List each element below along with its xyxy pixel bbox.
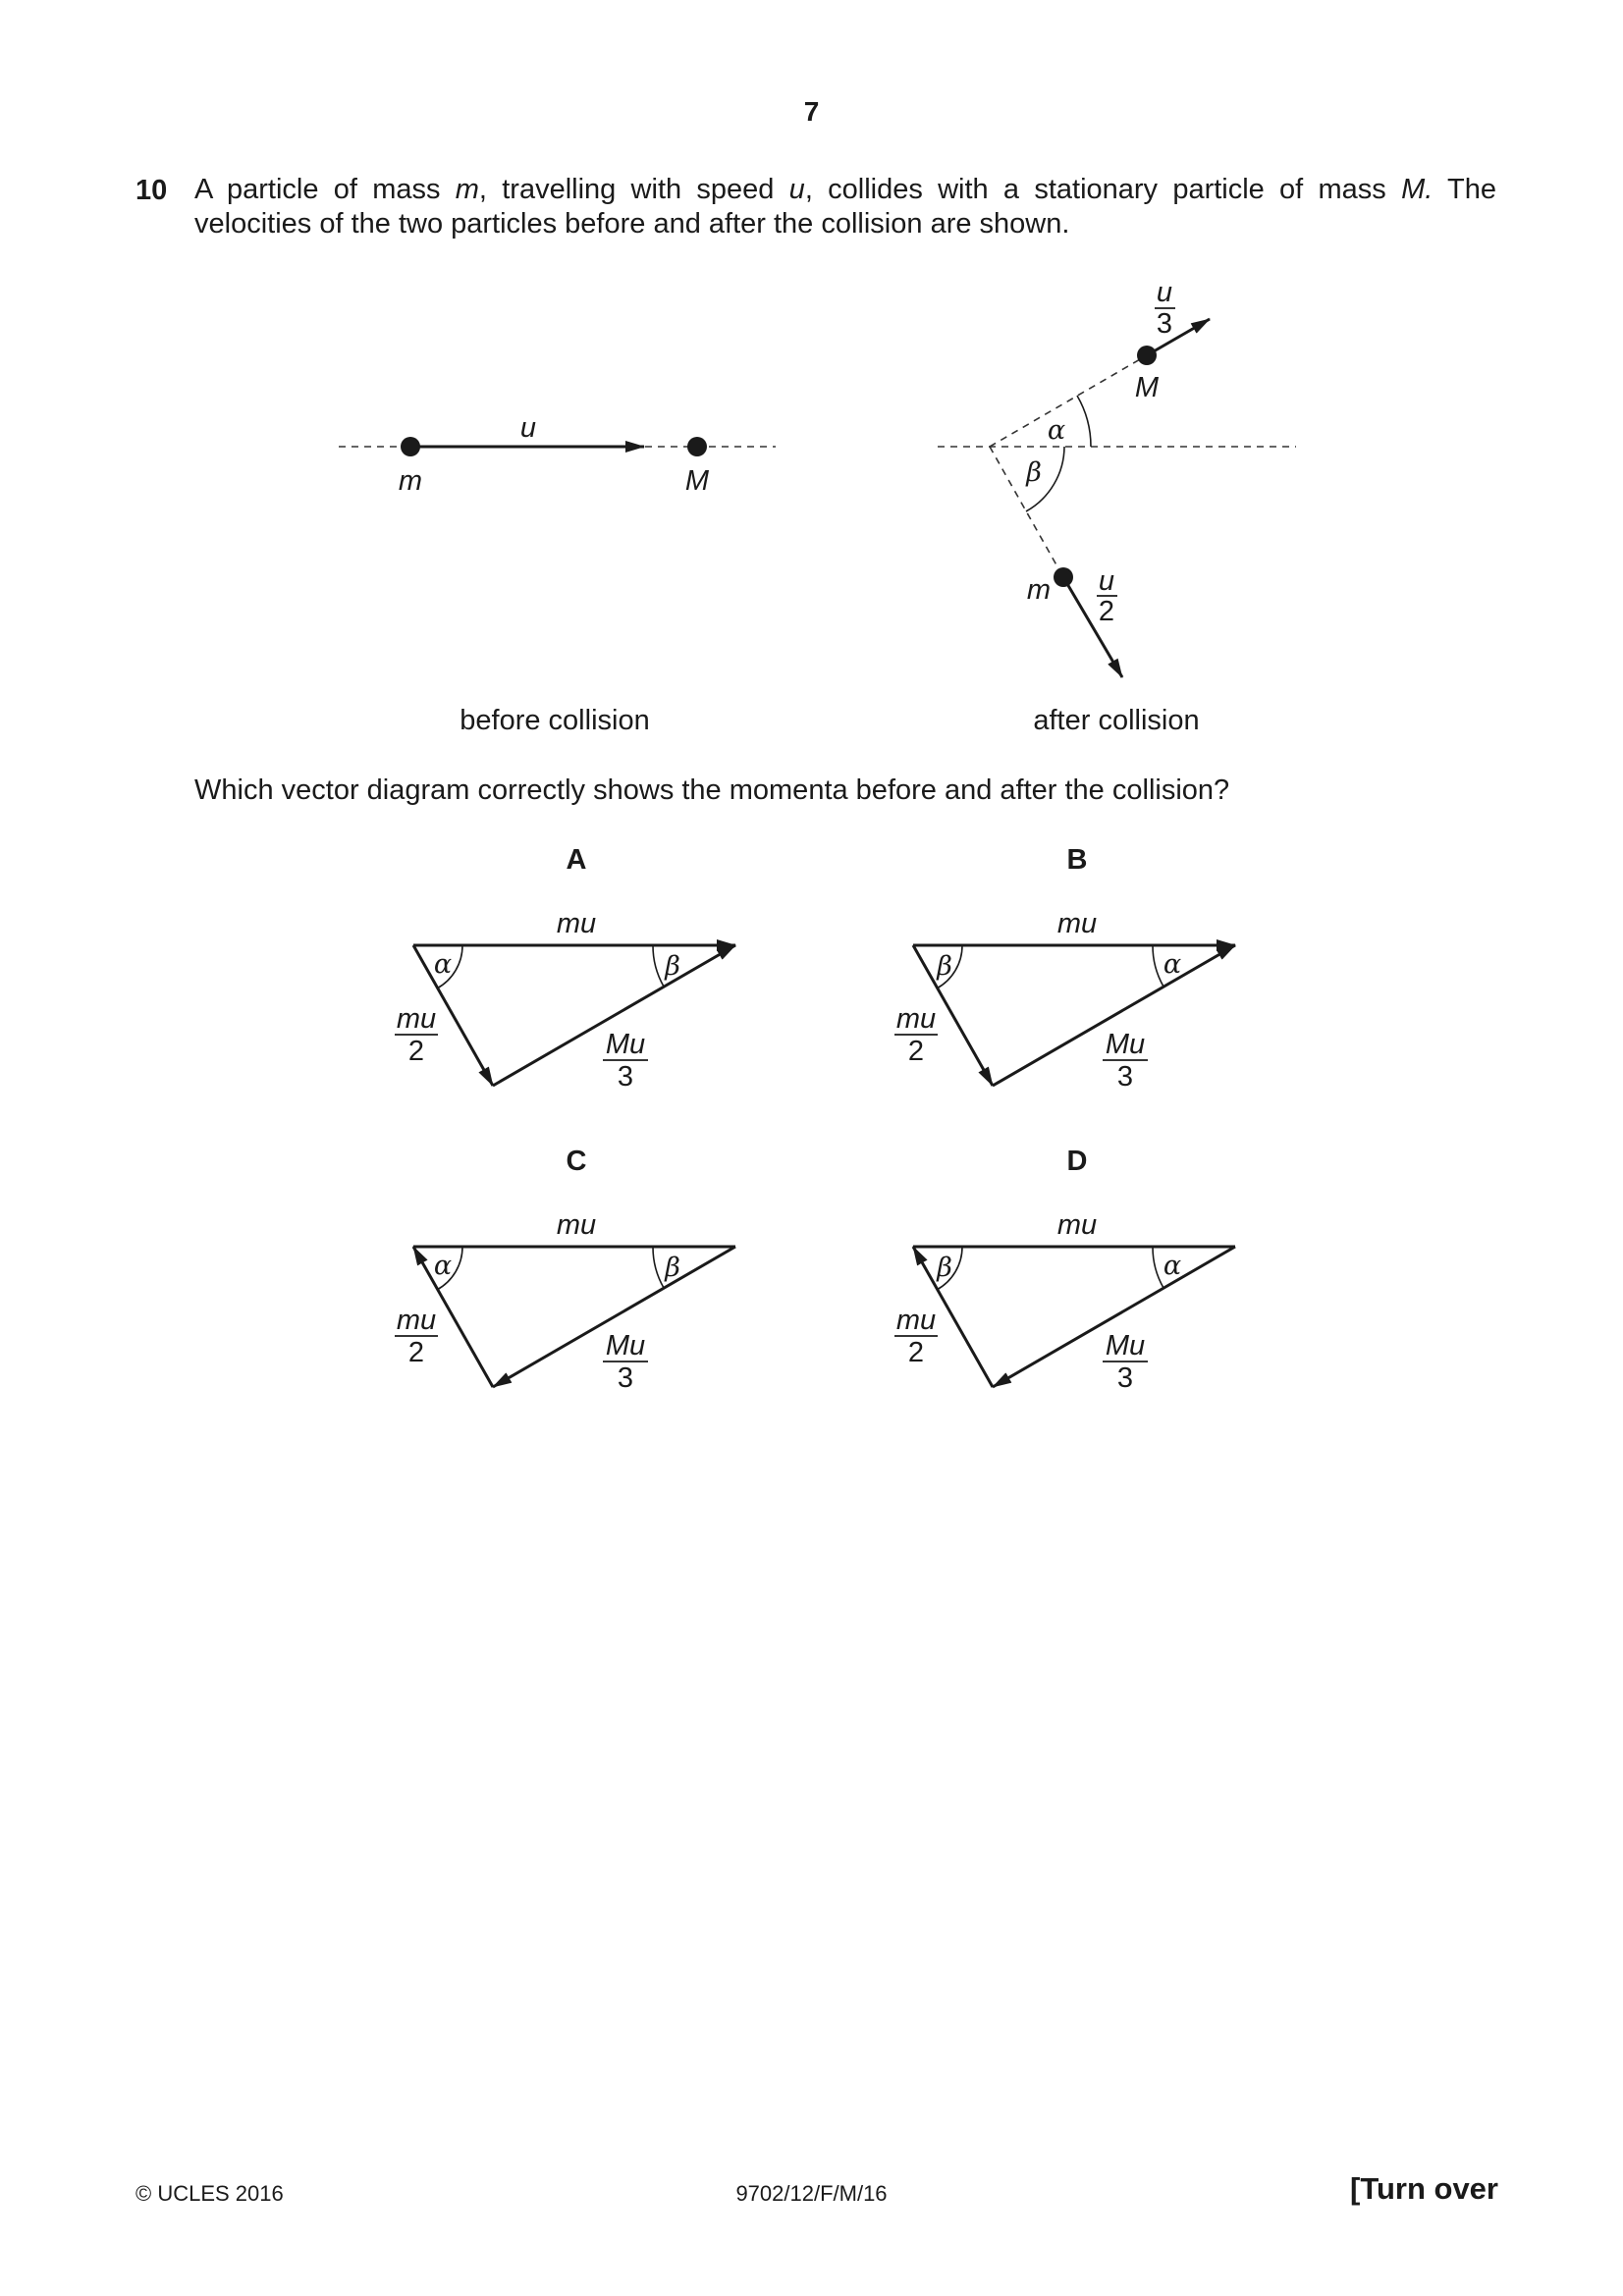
left-angle-arc bbox=[936, 944, 963, 989]
u2-numerator: u bbox=[1099, 565, 1114, 597]
u3-numerator: u bbox=[1157, 277, 1172, 308]
top-label: mu bbox=[1057, 1209, 1097, 1241]
option-letter: D bbox=[1067, 1146, 1088, 1177]
M-dashed-path bbox=[989, 354, 1148, 448]
alpha-arc bbox=[1076, 395, 1092, 448]
Mu3-vector bbox=[492, 1245, 736, 1389]
right-angle-label: α bbox=[1163, 1251, 1181, 1281]
after-M-label: M bbox=[1135, 372, 1160, 403]
after-alpha-label: α bbox=[1048, 415, 1065, 446]
left-numerator: mu bbox=[397, 1305, 436, 1336]
before-caption: before collision bbox=[460, 705, 649, 736]
left-denominator: 2 bbox=[908, 1036, 924, 1067]
right-numerator: Mu bbox=[606, 1029, 645, 1060]
left-numerator: mu bbox=[397, 1003, 436, 1035]
particle-M-after-dot bbox=[1137, 346, 1157, 365]
right-numerator: Mu bbox=[606, 1330, 645, 1362]
left-angle-label: β bbox=[936, 951, 952, 982]
left-angle-arc bbox=[436, 1246, 463, 1291]
before-m-label: m bbox=[399, 465, 422, 497]
right-angle-arc bbox=[652, 944, 665, 988]
left-angle-label: α bbox=[434, 1251, 452, 1281]
before-collision-diagram: u m M before collision bbox=[339, 412, 776, 736]
option-D[interactable]: D mu β α mu 2 Mu 3 bbox=[894, 1146, 1236, 1394]
right-angle-arc bbox=[652, 1246, 665, 1289]
before-u-label: u bbox=[520, 412, 536, 444]
footer-paper-code: 9702/12/F/M/16 bbox=[735, 2181, 888, 2206]
right-angle-label: α bbox=[1163, 949, 1181, 980]
left-denominator: 2 bbox=[908, 1337, 924, 1368]
velocity-u3-arrow bbox=[1146, 317, 1211, 357]
page-number: 7 bbox=[803, 96, 820, 127]
particle-m-after-dot bbox=[1054, 567, 1073, 587]
top-label: mu bbox=[557, 1209, 596, 1241]
left-denominator: 2 bbox=[408, 1036, 424, 1067]
right-numerator: Mu bbox=[1106, 1029, 1145, 1060]
left-angle-arc bbox=[436, 944, 463, 989]
before-M-label: M bbox=[685, 465, 710, 497]
right-denominator: 3 bbox=[1117, 1061, 1133, 1093]
beta-arc bbox=[1025, 446, 1065, 512]
option-letter: B bbox=[1067, 844, 1088, 876]
right-angle-arc bbox=[1152, 944, 1164, 988]
footer-copyright: © UCLES 2016 bbox=[135, 2181, 284, 2206]
question-text: A particle of mass m, travelling with sp… bbox=[194, 173, 1496, 241]
mu2-vector bbox=[411, 1246, 495, 1388]
option-B[interactable]: B mu β α mu 2 Mu 3 bbox=[894, 844, 1236, 1093]
u3-denominator: 3 bbox=[1157, 308, 1172, 340]
u2-denominator: 2 bbox=[1099, 596, 1114, 627]
right-denominator: 3 bbox=[1117, 1362, 1133, 1394]
right-angle-label: β bbox=[664, 951, 680, 982]
option-letter: C bbox=[567, 1146, 587, 1177]
Mu3-vector bbox=[492, 943, 736, 1088]
particle-m-dot bbox=[401, 437, 420, 456]
Mu3-vector bbox=[992, 1245, 1236, 1389]
left-angle-label: β bbox=[936, 1253, 952, 1283]
top-label: mu bbox=[557, 908, 596, 939]
option-A[interactable]: A mu α β mu 2 Mu 3 bbox=[395, 844, 736, 1093]
question-number: 10 bbox=[135, 175, 168, 206]
option-letter: A bbox=[567, 844, 587, 876]
right-numerator: Mu bbox=[1106, 1330, 1145, 1362]
mu2-vector bbox=[411, 944, 495, 1087]
right-denominator: 3 bbox=[618, 1362, 633, 1394]
left-angle-arc bbox=[936, 1246, 963, 1291]
question-prompt: Which vector diagram correctly shows the… bbox=[194, 774, 1230, 806]
option-C[interactable]: C mu α β mu 2 Mu 3 bbox=[395, 1146, 736, 1394]
particle-M-dot bbox=[687, 437, 707, 456]
left-denominator: 2 bbox=[408, 1337, 424, 1368]
after-collision-diagram: α β M m u 3 u 2 after collision bbox=[938, 277, 1296, 736]
question-line-2: velocities of the two particles before a… bbox=[194, 208, 1070, 240]
top-label: mu bbox=[1057, 908, 1097, 939]
after-m-label: m bbox=[1027, 574, 1051, 606]
mu2-vector bbox=[911, 1246, 995, 1388]
footer-turn-over: [Turn over bbox=[1350, 2171, 1498, 2206]
left-numerator: mu bbox=[896, 1003, 936, 1035]
mu2-vector bbox=[911, 944, 995, 1087]
after-beta-label: β bbox=[1025, 457, 1042, 488]
left-angle-label: α bbox=[434, 949, 452, 980]
right-denominator: 3 bbox=[618, 1061, 633, 1093]
after-caption: after collision bbox=[1033, 705, 1199, 736]
velocity-u2-arrow bbox=[1061, 576, 1124, 678]
left-numerator: mu bbox=[896, 1305, 936, 1336]
question-line-1: A particle of mass m, travelling with sp… bbox=[194, 174, 1496, 205]
right-angle-label: β bbox=[664, 1253, 680, 1283]
Mu3-vector bbox=[992, 943, 1236, 1088]
right-angle-arc bbox=[1152, 1246, 1164, 1289]
